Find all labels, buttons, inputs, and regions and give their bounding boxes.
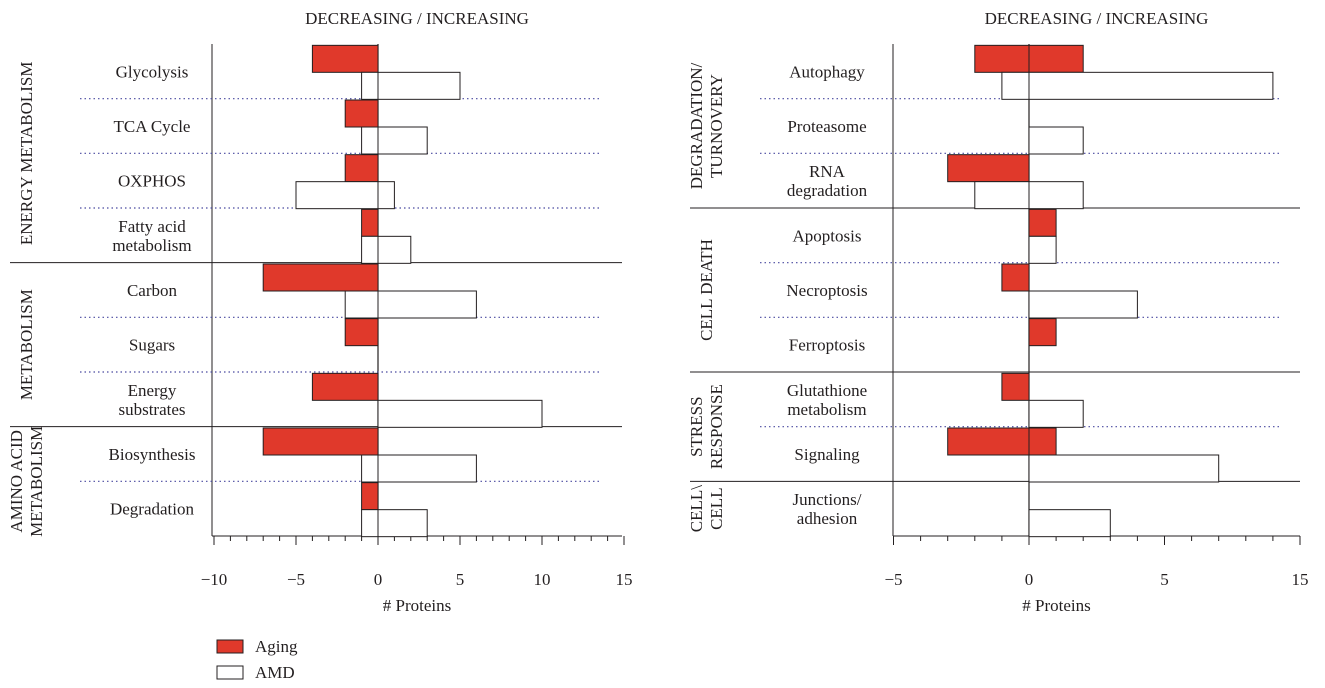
x-tick-label: 15 xyxy=(1292,570,1309,589)
category-label: RNA xyxy=(809,162,846,181)
bar-amd-increasing xyxy=(1028,181,1084,210)
bar-aging-decreasing xyxy=(344,99,379,128)
bar-aging-increasing xyxy=(1028,427,1057,456)
legend-label: Aging xyxy=(255,637,298,656)
x-tick-label: 5 xyxy=(456,570,465,589)
group-label: CELL xyxy=(707,487,726,529)
bar-amd-increasing xyxy=(1028,399,1084,428)
x-tick-label: 0 xyxy=(1025,570,1034,589)
category-label: Energy xyxy=(128,381,177,400)
category-label: degradation xyxy=(787,181,868,200)
right-panel: DECREASING / INCREASING −5 0 5 15 # Proteins A… xyxy=(687,9,1309,615)
group-label: METABOLISM xyxy=(17,289,36,400)
bar-aging-decreasing xyxy=(1001,372,1030,401)
bar-aging-decreasing xyxy=(344,154,379,183)
category-label: adhesion xyxy=(797,509,858,528)
bar-aging-decreasing xyxy=(947,154,1030,183)
category-label: TCA Cycle xyxy=(114,117,191,136)
category-label: Autophagy xyxy=(789,62,865,81)
x-tick-label: −5 xyxy=(287,570,305,589)
x-axis-label: # Proteins xyxy=(1022,596,1090,615)
bar-amd-increasing xyxy=(377,126,428,155)
legend: Aging AMD xyxy=(216,637,298,682)
left-panel: DECREASING / INCREASING −10 −5 0 5 10 15 # Prot… xyxy=(7,9,633,615)
bar-amd-increasing xyxy=(1028,235,1057,264)
bar-amd-increasing xyxy=(377,181,395,210)
legend-swatch-amd xyxy=(216,665,244,680)
bar-aging-decreasing xyxy=(311,372,379,401)
category-label: Carbon xyxy=(127,281,178,300)
bar-amd-increasing xyxy=(377,290,477,319)
x-tick-label: 15 xyxy=(616,570,633,589)
category-label: Glutathione xyxy=(787,381,867,400)
group-label: AMINO ACID xyxy=(7,430,26,532)
group-label: METABOLISM xyxy=(27,426,46,537)
category-label: Apoptosis xyxy=(793,226,862,245)
category-label: Sugars xyxy=(129,336,175,355)
bar-amd-decreasing xyxy=(344,290,379,319)
x-axis-label: # Proteins xyxy=(383,596,451,615)
bar-amd-decreasing xyxy=(295,181,379,210)
x-tick-label: −10 xyxy=(201,570,228,589)
bar-aging-decreasing xyxy=(344,318,379,347)
x-tick-label: 0 xyxy=(374,570,383,589)
x-tick-label: 10 xyxy=(534,570,551,589)
x-tick-label: −5 xyxy=(884,570,902,589)
bar-amd-decreasing xyxy=(361,509,379,538)
panel-title: DECREASING / INCREASING xyxy=(985,9,1209,28)
category-label: metabolism xyxy=(787,400,866,419)
bar-amd-increasing xyxy=(1028,454,1220,483)
bar-amd-increasing xyxy=(377,399,543,428)
category-label: Ferroptosis xyxy=(789,336,866,355)
bar-aging-decreasing xyxy=(262,427,379,456)
category-label: substrates xyxy=(118,400,185,419)
bar-amd-increasing xyxy=(377,71,461,100)
category-label: Biosynthesis xyxy=(109,445,196,464)
panel-title: DECREASING / INCREASING xyxy=(305,9,529,28)
category-label: metabolism xyxy=(112,236,191,255)
bar-aging-decreasing xyxy=(1001,263,1030,292)
bar-amd-decreasing xyxy=(361,126,379,155)
bar-aging-increasing xyxy=(1028,318,1057,347)
bar-aging-decreasing xyxy=(361,482,379,511)
bar-amd-increasing xyxy=(377,454,477,483)
bar-amd-decreasing xyxy=(361,454,379,483)
category-label: Glycolysis xyxy=(116,62,189,81)
group-label: CELL DEATH xyxy=(697,239,716,341)
category-label: OXPHOS xyxy=(118,172,186,191)
group-label: STRESS xyxy=(687,396,706,456)
category-label: Signaling xyxy=(794,445,860,464)
bar-amd-decreasing xyxy=(974,181,1030,210)
bar-amd-increasing xyxy=(377,509,428,538)
category-label: Proteasome xyxy=(787,117,866,136)
bar-amd-increasing xyxy=(1028,126,1084,155)
bar-aging-decreasing xyxy=(311,44,379,73)
group-label: ENERGY METABOLISM xyxy=(17,62,36,246)
category-label: Fatty acid xyxy=(118,217,186,236)
bar-aging-decreasing xyxy=(974,44,1030,73)
bar-amd-increasing xyxy=(1028,509,1111,538)
group-label: DEGRADATION/ xyxy=(687,62,706,189)
bar-aging-decreasing xyxy=(947,427,1030,456)
bar-aging-decreasing xyxy=(262,263,379,292)
bar-amd-increasing xyxy=(1028,71,1274,100)
category-label: Degradation xyxy=(110,500,195,519)
bar-amd-decreasing xyxy=(361,71,379,100)
legend-swatch-aging xyxy=(216,639,244,654)
legend-label: AMD xyxy=(255,663,295,682)
category-label: Junctions/ xyxy=(793,490,862,509)
group-label: CELL\ xyxy=(687,485,706,532)
bar-amd-increasing xyxy=(377,235,412,264)
bar-aging-increasing xyxy=(1028,44,1084,73)
bar-aging-decreasing xyxy=(361,208,379,237)
category-label: Necroptosis xyxy=(786,281,867,300)
bar-amd-decreasing xyxy=(361,235,379,264)
x-tick-label: 5 xyxy=(1160,570,1169,589)
group-label: TURNOVERY xyxy=(707,74,726,178)
group-label: RESPONSE xyxy=(707,384,726,469)
bar-amd-increasing xyxy=(1028,290,1138,319)
bar-amd-decreasing xyxy=(1001,71,1030,100)
bar-aging-increasing xyxy=(1028,208,1057,237)
